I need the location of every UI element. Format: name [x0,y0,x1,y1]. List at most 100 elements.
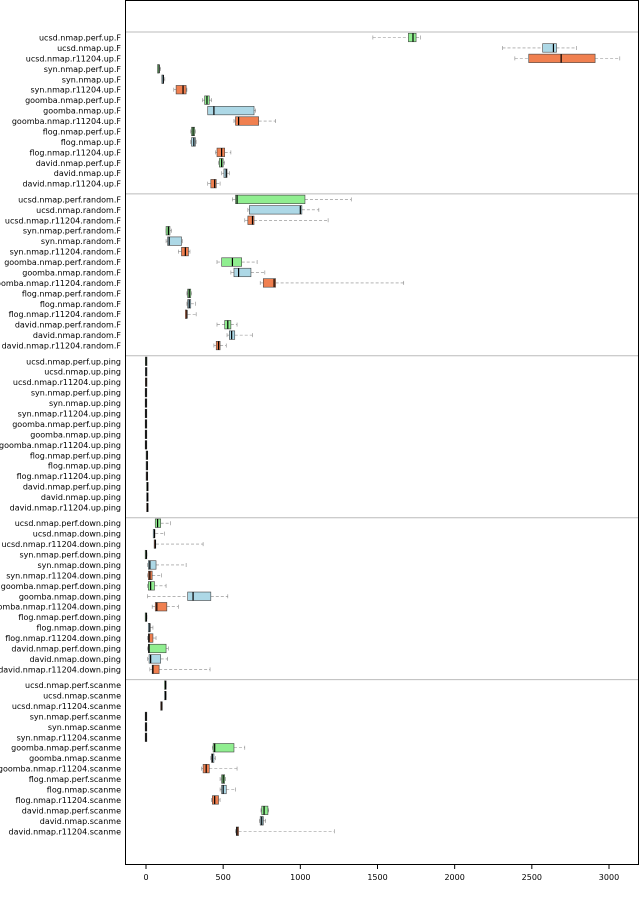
row-label: syn.nmap.r11204.down.ping [6,571,121,580]
box-plain [148,560,157,570]
row-label: goomba.nmap.down.ping [19,592,121,601]
box-series [144,32,621,836]
row-label: flog.nmap.r11204.scanme [16,796,122,805]
row-label: ucsd.nmap.down.ping [33,530,121,539]
row-label: syn.nmap.r11204.up.F [31,86,122,95]
row-label: flog.nmap.up.F [61,138,122,147]
box-r11204 [175,85,187,95]
row-label: david.nmap.up.F [54,169,122,178]
row-label: ucsd.nmap.r11204.up.ping [13,378,121,387]
x-tick-label: 1000 [290,873,310,882]
row-label: david.nmap.r11204.up.F [22,180,121,189]
box-perf [235,194,306,204]
box-r11204 [528,53,596,63]
row-label: syn.nmap.r11204.random.F [10,248,122,257]
box-plain [249,205,303,215]
box-plain [167,236,182,246]
row-label: goomba.nmap.up.ping [30,430,121,439]
row-label: ucsd.nmap.perf.up.F [39,34,121,43]
plot-frame [125,0,639,865]
row-label: ucsd.nmap.r11204.scanme [12,702,121,711]
box-plain [148,654,161,664]
row-label: flog.nmap.random.F [40,300,122,309]
box-plain [187,591,212,601]
row-label: flog.nmap.r11204.up.ping [17,472,121,481]
row-label: flog.nmap.perf.up.F [43,127,122,136]
row-label: david.nmap.down.ping [29,655,121,664]
row-label: flog.nmap.perf.down.ping [18,613,121,622]
row-label: goomba.nmap.up.F [43,107,121,116]
box-r11204 [212,795,219,805]
box-r11204 [262,278,276,288]
row-label: david.nmap.scanme [40,817,121,826]
box-perf [221,257,242,267]
row-label: david.nmap.perf.scanme [22,806,121,815]
box-perf [408,32,417,43]
row-label: syn.nmap.perf.up.ping [31,389,121,398]
row-label: flog.nmap.perf.random.F [22,289,122,298]
row-label: david.nmap.r11204.scanme [9,827,122,836]
row-label: syn.nmap.perf.random.F [23,227,122,236]
row-label: goomba.nmap.r11204.up.F [12,117,122,126]
row-label: goomba.nmap.random.F [22,268,121,277]
row-label: david.nmap.up.ping [41,493,121,502]
row-label: ucsd.nmap.r11204.up.F [26,54,122,63]
row-label: ucsd.nmap.up.ping [44,368,121,377]
row-label: david.nmap.r11204.random.F [2,342,122,351]
row-label: ucsd.nmap.perf.up.ping [26,357,121,366]
row-label: syn.nmap.r11204.up.ping [18,410,121,419]
row-label: flog.nmap.r11204.random.F [9,310,122,319]
row-label: flog.nmap.down.ping [36,624,121,633]
row-label: david.nmap.random.F [33,331,122,340]
row-label: goomba.nmap.perf.up.F [25,96,121,105]
row-label: david.nmap.perf.down.ping [11,644,121,653]
row-label: goomba.nmap.perf.scanme [11,744,121,753]
row-label: david.nmap.perf.random.F [15,321,122,330]
box-r11204 [235,116,259,126]
x-tick-label: 1500 [367,873,387,882]
row-label: goomba.nmap.perf.up.ping [12,420,121,429]
row-label: ucsd.nmap.r11204.random.F [5,216,121,225]
box-r11204 [151,664,160,674]
row-label: flog.nmap.r11204.up.F [29,148,121,157]
row-label: syn.nmap.down.ping [38,561,121,570]
x-tick-label: 500 [216,873,231,882]
box-perf [148,643,167,654]
row-label: goomba.nmap.r11204.up.ping [0,441,121,450]
x-tick-label: 3000 [599,873,619,882]
row-label: goomba.nmap.perf.down.ping [1,582,121,591]
row-label: syn.nmap.perf.scanme [30,712,121,721]
row-label: syn.nmap.perf.down.ping [19,551,121,560]
x-tick-label: 2500 [522,873,542,882]
row-label: ucsd.nmap.perf.down.ping [15,519,121,528]
x-tick-label: 2000 [444,873,464,882]
box-perf [148,581,155,591]
row-label: ucsd.nmap.r11204.down.ping [1,540,121,549]
row-label: goomba.nmap.r11204.down.ping [0,603,121,612]
box-plain [542,43,557,53]
row-label: flog.nmap.scanme [47,786,121,795]
box-plain [221,784,227,795]
row-label: david.nmap.r11204.down.ping [0,665,121,674]
row-label: ucsd.nmap.up.F [57,44,121,53]
row-label: syn.nmap.scanme [48,723,121,732]
x-tick-label: 0 [143,873,148,882]
row-label: flog.nmap.perf.up.ping [30,451,121,460]
row-label: flog.nmap.perf.scanme [29,775,121,784]
box-plain [207,106,255,116]
row-label: syn.nmap.random.F [41,237,121,246]
row-label: syn.nmap.up.F [62,75,122,84]
row-label: goomba.nmap.scanme [29,754,121,763]
box-plain [233,267,252,278]
box-perf [261,805,269,815]
row-label: goomba.nmap.r11204.scanme [0,765,121,774]
box-plain [223,168,228,178]
box-perf [212,743,235,753]
box-r11204 [247,215,255,225]
box-r11204 [154,602,168,612]
row-label: flog.nmap.up.ping [48,462,121,471]
group-separators [126,31,638,681]
box-r11204 [216,147,226,157]
row-label: ucsd.nmap.perf.scanme [25,681,121,690]
